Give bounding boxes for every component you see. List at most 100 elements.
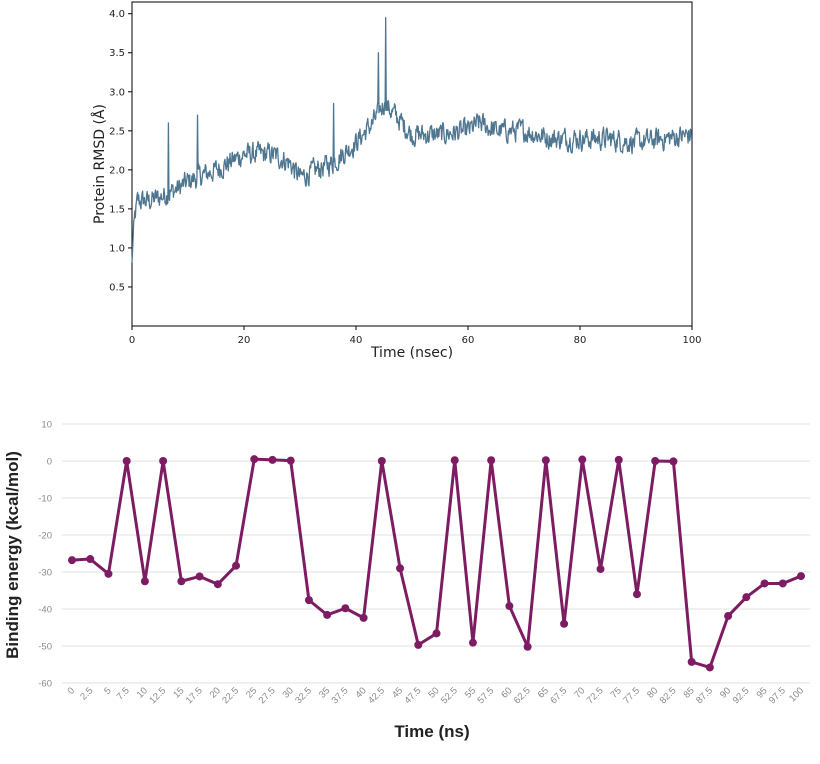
rmsd-series (131, 16, 693, 263)
binding-energy-point (450, 456, 459, 465)
rmsd-y-tick-label: 0.5 (109, 282, 125, 293)
binding-energy-x-tick-label: 5 (102, 685, 114, 697)
binding-energy-y-tick-label: -40 (38, 605, 52, 616)
binding-energy-point (268, 455, 277, 464)
binding-energy-x-tick-label: 87.5 (694, 685, 715, 706)
binding-energy-point (286, 456, 295, 465)
binding-energy-point (724, 612, 733, 621)
rmsd-y-ticks: 0.5 1.0 1.5 2.0 2.5 3.0 3.5 4.0 (109, 9, 132, 293)
binding-energy-y-tick-label: -10 (38, 494, 52, 505)
binding-energy-y-tick-label: -30 (38, 568, 52, 579)
binding-energy-point (304, 596, 313, 605)
binding-energy-point (104, 569, 113, 578)
binding-energy-point (177, 577, 186, 586)
rmsd-y-axis-label: Protein RMSD (Å) (91, 104, 108, 224)
rmsd-x-tick-label: 40 (350, 335, 363, 346)
binding-energy-x-tick-label: 97.5 (767, 685, 788, 706)
rmsd-plot-frame (131, 1, 693, 327)
binding-energy-x-tick-label: 27.5 (257, 685, 278, 706)
rmsd-y-tick-label: 2.5 (109, 126, 125, 137)
rmsd-x-tick-label: 100 (682, 335, 701, 346)
binding-energy-y-tick-label: -60 (38, 679, 52, 690)
binding-energy-point (687, 657, 696, 666)
binding-energy-point (232, 561, 241, 570)
binding-energy-x-tick-label: 47.5 (403, 685, 424, 706)
rmsd-y-tick-label: 1.5 (109, 204, 125, 215)
binding-energy-point (614, 455, 623, 464)
binding-energy-point (359, 613, 368, 622)
binding-energy-point (140, 577, 149, 586)
binding-energy-point (468, 638, 477, 647)
binding-energy-point (86, 555, 95, 564)
rmsd-x-tick-label: 20 (238, 335, 251, 346)
binding-energy-x-tick-label: 62.5 (512, 685, 533, 706)
binding-energy-point (396, 564, 405, 573)
binding-energy-x-tick-label: 67.5 (548, 685, 569, 706)
binding-energy-y-tick-label: 10 (41, 420, 52, 431)
binding-energy-point (523, 642, 532, 651)
binding-energy-x-tick-label: 72.5 (585, 685, 606, 706)
binding-energy-x-tick-label: 2.5 (78, 685, 95, 702)
binding-energy-point (760, 579, 769, 588)
binding-energy-y-ticks: 10 0 -10 -20 -30 -40 -50 -60 (38, 420, 52, 690)
binding-energy-point (487, 456, 496, 465)
binding-energy-point (541, 456, 550, 465)
binding-energy-series (68, 455, 805, 672)
binding-energy-x-tick-label: 37.5 (330, 685, 351, 706)
binding-energy-point (778, 579, 787, 588)
binding-energy-y-tick-label: -20 (38, 531, 52, 542)
rmsd-y-tick-label: 1.0 (109, 243, 125, 254)
binding-energy-y-axis-label: Binding energy (kcal/mol) (3, 451, 22, 659)
binding-energy-point (68, 556, 76, 565)
binding-energy-point (250, 455, 259, 464)
binding-energy-point (797, 572, 805, 581)
rmsd-y-tick-label: 2.0 (109, 165, 125, 176)
binding-energy-point (122, 457, 131, 465)
binding-energy-point (505, 602, 514, 611)
binding-energy-x-tick-label: 82.5 (658, 685, 679, 706)
binding-energy-gridlines (62, 423, 810, 684)
binding-energy-y-tick-label: -50 (38, 642, 52, 653)
binding-energy-x-tick-label: 22.5 (220, 685, 241, 706)
binding-energy-point (596, 565, 605, 574)
binding-energy-point (669, 457, 678, 466)
rmsd-y-tick-label: 3.0 (109, 87, 125, 98)
binding-energy-x-tick-label: 92.5 (731, 685, 752, 706)
binding-energy-point (432, 629, 441, 638)
binding-energy-point (159, 457, 168, 465)
rmsd-y-tick-label: 3.5 (109, 48, 125, 59)
binding-energy-x-tick-label: 7.5 (115, 685, 132, 702)
binding-energy-y-tick-label: 0 (47, 457, 52, 468)
binding-energy-x-axis-label: Time (ns) (394, 722, 469, 741)
binding-energy-point (323, 610, 332, 619)
rmsd-x-axis-label: Time (nsec) (370, 345, 453, 361)
binding-energy-x-tick-label: 12.5 (147, 685, 168, 706)
binding-energy-x-tick-label: 32.5 (293, 685, 314, 706)
binding-energy-point (742, 593, 751, 602)
rmsd-chart: 0.5 1.0 1.5 2.0 2.5 3.0 3.5 4.0 0 20 40 60 80 100 Ti… (91, 1, 702, 361)
binding-energy-point (414, 640, 423, 649)
binding-energy-point (213, 580, 222, 589)
binding-energy-x-tick-label: 17.5 (184, 685, 205, 706)
rmsd-y-tick-label: 4.0 (109, 9, 125, 20)
binding-energy-point (705, 663, 714, 672)
rmsd-trajectory-line (131, 16, 693, 263)
binding-energy-point (632, 590, 641, 599)
rmsd-x-tick-label: 80 (574, 335, 587, 346)
binding-energy-x-tick-label: 57.5 (475, 685, 496, 706)
rmsd-x-tick-label: 0 (129, 335, 135, 346)
binding-energy-point (651, 457, 660, 465)
binding-energy-x-tick-label: 42.5 (366, 685, 387, 706)
binding-energy-x-tick-label: 52.5 (439, 685, 460, 706)
binding-energy-point (377, 457, 386, 465)
rmsd-x-ticks: 0 20 40 60 80 100 (129, 326, 702, 346)
rmsd-x-tick-label: 60 (462, 335, 475, 346)
binding-energy-point (195, 572, 204, 581)
binding-energy-x-tick-label: 77.5 (621, 685, 642, 706)
binding-energy-point (578, 455, 587, 464)
binding-energy-x-tick-label: 0 (66, 685, 78, 697)
binding-energy-x-tick-label: 100 (787, 685, 806, 704)
binding-energy-point (560, 619, 569, 628)
